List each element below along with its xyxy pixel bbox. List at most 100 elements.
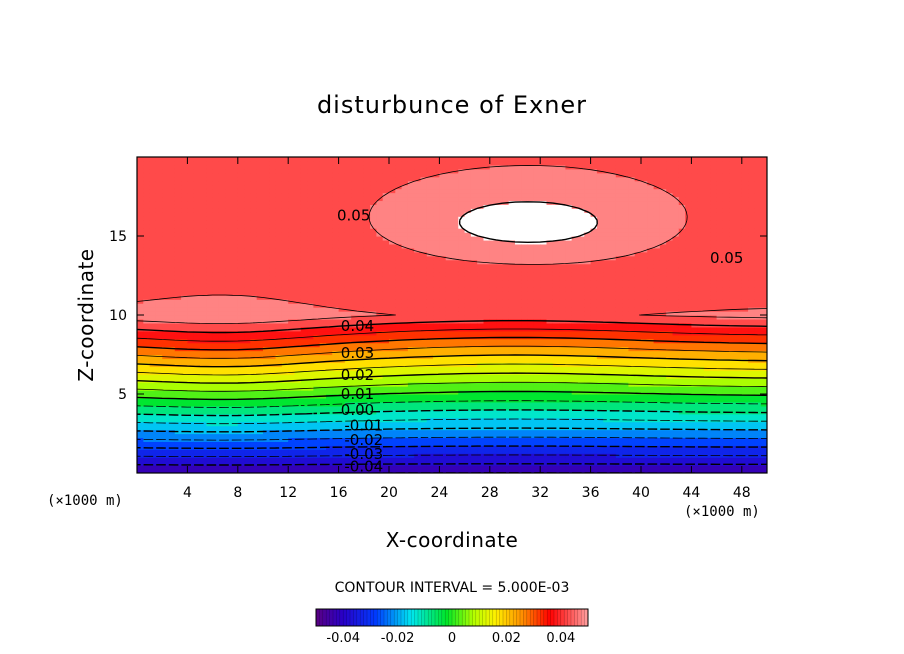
field-cell xyxy=(294,247,302,253)
field-cell xyxy=(181,303,188,308)
field-cell xyxy=(174,433,182,439)
field-cell xyxy=(187,287,195,292)
field-cell xyxy=(458,315,466,320)
field-cell xyxy=(401,425,409,431)
field-cell xyxy=(433,350,440,356)
field-cell xyxy=(237,461,245,466)
field-cell xyxy=(174,291,182,296)
field-cell xyxy=(452,172,459,178)
field-cell xyxy=(237,216,245,221)
field-cell xyxy=(269,243,277,249)
field-cell xyxy=(168,236,176,241)
field-cell xyxy=(225,362,233,367)
field-cell xyxy=(256,334,264,340)
field-cell xyxy=(515,453,522,458)
field-cell xyxy=(313,164,321,170)
field-cell xyxy=(351,425,359,431)
field-cell xyxy=(382,445,390,450)
field-cell xyxy=(212,318,220,324)
field-cell xyxy=(218,311,226,316)
field-cell xyxy=(200,469,207,473)
field-cell xyxy=(395,204,403,209)
field-cell xyxy=(351,157,359,162)
field-cell xyxy=(382,354,390,360)
field-cell xyxy=(401,421,409,427)
field-cell xyxy=(212,291,220,296)
field-cell xyxy=(407,433,415,439)
field-cell xyxy=(508,354,516,360)
field-cell xyxy=(149,449,157,454)
field-cell xyxy=(363,390,371,395)
field-cell xyxy=(237,271,245,277)
field-cell xyxy=(351,362,359,367)
field-cell xyxy=(326,259,333,265)
field-cell xyxy=(445,307,453,312)
field-cell xyxy=(376,469,384,473)
field-cell xyxy=(193,168,201,174)
field-cell xyxy=(294,401,302,407)
field-cell xyxy=(407,287,415,292)
field-cell xyxy=(162,247,170,253)
field-cell xyxy=(143,247,151,253)
field-cell xyxy=(439,401,447,407)
field-cell xyxy=(433,212,440,217)
field-cell xyxy=(515,220,522,225)
field-cell xyxy=(439,224,447,229)
field-cell xyxy=(395,160,403,166)
field-cell xyxy=(338,469,346,473)
field-cell xyxy=(326,236,333,241)
field-cell xyxy=(250,251,258,257)
field-cell xyxy=(225,164,233,170)
field-cell xyxy=(521,382,529,387)
field-cell xyxy=(300,299,308,304)
field-cell xyxy=(181,382,188,387)
field-cell xyxy=(155,275,163,281)
field-cell xyxy=(344,374,352,379)
field-cell xyxy=(470,212,478,217)
field-cell xyxy=(137,421,144,427)
field-cell xyxy=(433,271,440,277)
field-cell xyxy=(433,334,440,340)
field-cell xyxy=(370,326,377,332)
field-cell xyxy=(515,401,522,407)
field-cell xyxy=(137,417,144,423)
field-cell xyxy=(326,303,333,308)
field-cell xyxy=(319,311,327,316)
field-cell xyxy=(143,465,151,470)
field-cell xyxy=(332,263,340,269)
field-cell xyxy=(489,188,497,194)
field-cell xyxy=(206,232,214,237)
field-cell xyxy=(326,224,333,229)
field-cell xyxy=(174,394,182,399)
field-cell xyxy=(206,243,214,249)
field-cell xyxy=(326,172,333,178)
field-cell xyxy=(225,326,233,332)
field-cell xyxy=(445,208,453,213)
field-cell xyxy=(502,228,510,233)
field-cell xyxy=(244,350,251,356)
field-cell xyxy=(244,184,251,190)
field-cell xyxy=(143,220,151,225)
field-cell xyxy=(250,224,258,229)
field-cell xyxy=(288,267,296,273)
field-cell xyxy=(225,315,233,320)
field-cell xyxy=(489,311,497,316)
field-cell xyxy=(181,465,188,470)
field-cell xyxy=(338,386,346,391)
field-cell xyxy=(313,259,321,265)
field-cell xyxy=(275,271,283,277)
field-cell xyxy=(250,307,258,312)
field-cell xyxy=(382,326,390,332)
field-cell xyxy=(162,176,170,182)
field-cell xyxy=(477,437,485,442)
field-cell xyxy=(155,378,163,383)
field-cell xyxy=(433,247,440,253)
field-cell xyxy=(420,172,428,178)
field-cell xyxy=(508,267,516,273)
field-cell xyxy=(477,188,485,194)
field-cell xyxy=(433,192,440,198)
field-cell xyxy=(344,236,352,241)
field-cell xyxy=(162,311,170,316)
field-cell xyxy=(395,441,403,446)
field-cell xyxy=(300,366,308,371)
